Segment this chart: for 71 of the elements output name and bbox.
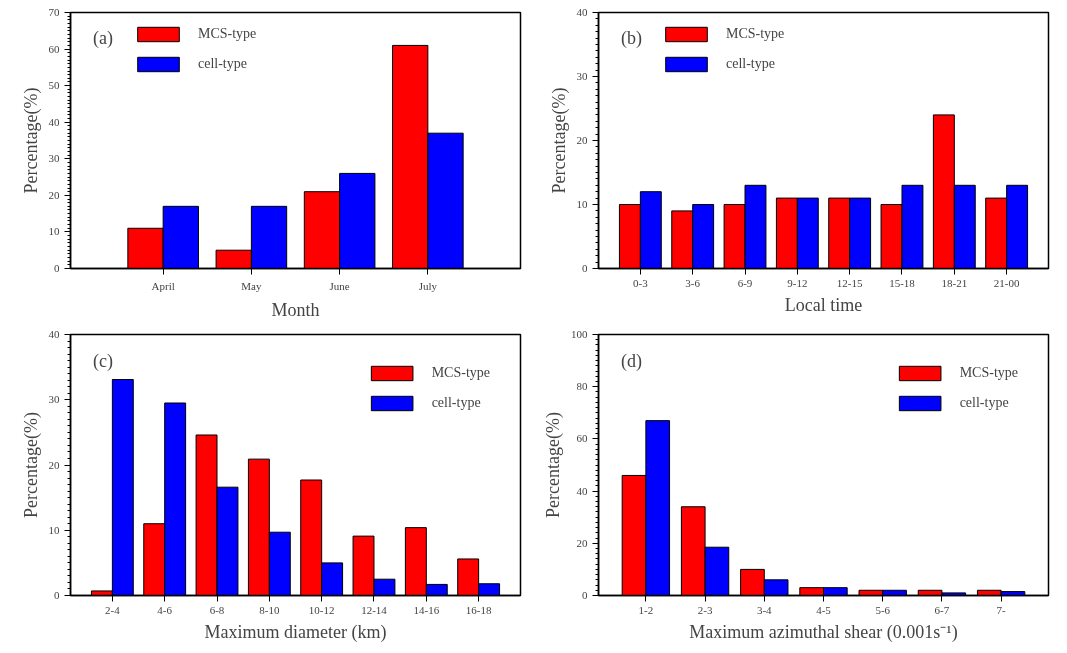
x-axis-title: Maximum diameter (km) bbox=[204, 621, 387, 643]
y-tick-label: 20 bbox=[48, 458, 60, 471]
y-tick-label: 30 bbox=[48, 152, 60, 165]
legend-label: cell-type bbox=[726, 56, 775, 72]
x-tick-label: 6-8 bbox=[209, 603, 225, 616]
x-tick-label: 0-3 bbox=[633, 276, 649, 289]
annotation: (c) bbox=[93, 351, 113, 373]
legend-label: MCS-type bbox=[198, 26, 257, 42]
y-tick-label: 0 bbox=[54, 262, 60, 274]
y-tick-label: 10 bbox=[576, 198, 588, 210]
y-axis-title: Percentage(%) bbox=[20, 412, 42, 518]
x-tick-label: 10-12 bbox=[308, 603, 335, 616]
x-tick-label: 6-7 bbox=[934, 603, 950, 616]
x-tick-label: 4-5 bbox=[816, 603, 832, 616]
annotation: (a) bbox=[93, 28, 113, 50]
x-tick-label: April bbox=[151, 279, 175, 292]
y-tick-label: 60 bbox=[576, 432, 588, 445]
y-tick-label: 20 bbox=[48, 188, 60, 201]
y-tick-label: 0 bbox=[582, 262, 588, 274]
legend-label: cell-type bbox=[431, 395, 481, 411]
x-tick-label: 3-4 bbox=[756, 603, 773, 616]
x-axis-title: Maximum azimuthal shear (0.001s⁻¹) bbox=[689, 621, 958, 643]
x-tick-label: 18-21 bbox=[941, 276, 968, 289]
y-tick-label: 100 bbox=[571, 328, 588, 340]
x-tick-label: June bbox=[329, 279, 350, 292]
y-tick-label: 0 bbox=[582, 589, 588, 601]
annotation: (b) bbox=[621, 28, 642, 50]
x-tick-label: 21-00 bbox=[993, 276, 1020, 289]
x-tick-label: 6-9 bbox=[737, 276, 753, 289]
legend-label: MCS-type bbox=[959, 365, 1018, 381]
x-tick-label: 14-16 bbox=[413, 603, 440, 616]
x-tick-label: 12-14 bbox=[361, 603, 388, 616]
y-tick-label: 0 bbox=[54, 589, 60, 601]
y-tick-label: 30 bbox=[48, 393, 60, 406]
y-tick-label: 20 bbox=[576, 536, 588, 549]
annotation: (d) bbox=[621, 351, 642, 373]
legend-label: MCS-type bbox=[431, 365, 490, 381]
x-tick-label: 9-12 bbox=[787, 276, 808, 289]
y-tick-label: 50 bbox=[48, 79, 60, 92]
y-tick-label: 40 bbox=[48, 328, 60, 340]
y-tick-label: 10 bbox=[48, 225, 60, 238]
y-axis-title: Percentage(%) bbox=[543, 412, 564, 518]
y-tick-label: 40 bbox=[576, 6, 588, 18]
x-tick-label: 15-18 bbox=[889, 276, 916, 289]
x-tick-label: May bbox=[241, 279, 262, 292]
x-tick-label: 12-15 bbox=[836, 276, 863, 289]
x-tick-label: 4-6 bbox=[157, 603, 173, 616]
y-axis-title: Percentage(%) bbox=[548, 87, 570, 194]
y-tick-label: 10 bbox=[48, 523, 60, 536]
x-axis-title: Local time bbox=[784, 294, 863, 315]
x-tick-label: 5-6 bbox=[875, 603, 891, 616]
legend-label: cell-type bbox=[959, 395, 1009, 411]
y-tick-label: 40 bbox=[576, 484, 588, 497]
x-tick-label: 8-10 bbox=[259, 603, 280, 616]
x-tick-label: 16-18 bbox=[465, 603, 492, 616]
y-tick-label: 20 bbox=[576, 134, 588, 146]
y-axis-title: Percentage(%) bbox=[20, 87, 42, 194]
legend-label: cell-type bbox=[198, 56, 247, 72]
x-tick-label: 2-4 bbox=[105, 603, 121, 616]
x-tick-label: 7- bbox=[996, 603, 1007, 616]
x-tick-label: July bbox=[418, 279, 438, 292]
y-tick-label: 80 bbox=[576, 380, 588, 393]
legend-label: MCS-type bbox=[726, 26, 785, 42]
y-tick-label: 70 bbox=[48, 6, 60, 18]
y-tick-label: 40 bbox=[48, 115, 60, 128]
y-tick-label: 60 bbox=[48, 42, 60, 55]
x-tick-label: 2-3 bbox=[697, 603, 713, 616]
x-axis-title: Month bbox=[271, 299, 320, 320]
x-tick-label: 3-6 bbox=[685, 276, 701, 289]
x-tick-label: 1-2 bbox=[638, 603, 654, 616]
y-tick-label: 30 bbox=[576, 70, 588, 82]
